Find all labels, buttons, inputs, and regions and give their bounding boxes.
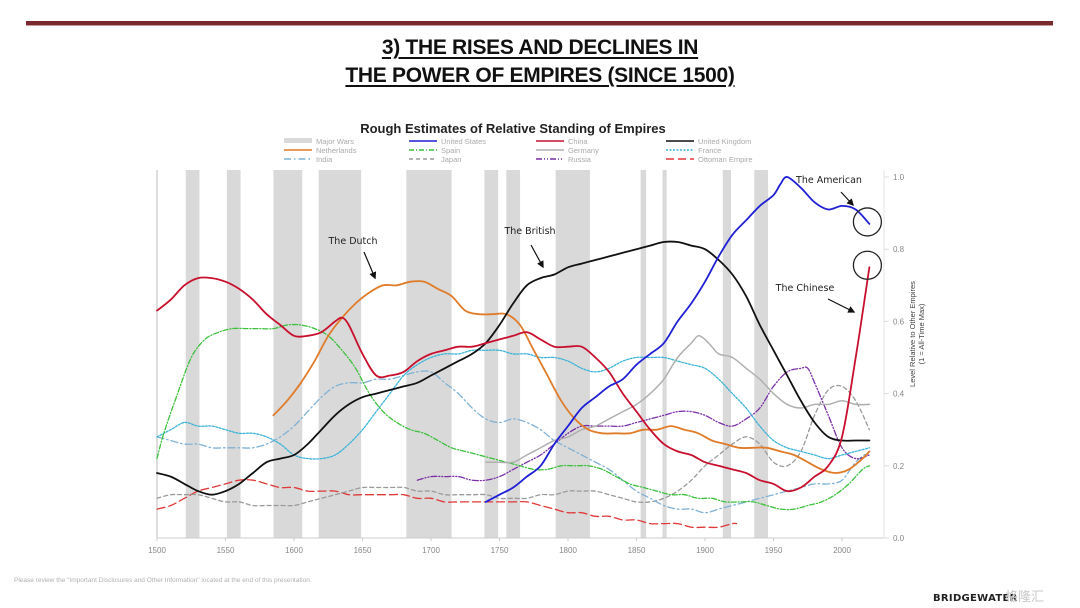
legend: Major Wars United States China United Kingd… (284, 137, 753, 164)
y-tick-label: 0.6 (893, 317, 905, 326)
series-line-japan (156, 384, 871, 507)
y-tick-label: 0.0 (893, 534, 905, 543)
annotation-the-american: The American (795, 175, 862, 186)
legend-label-india: India (316, 155, 333, 164)
war-band (273, 170, 303, 538)
war-band (226, 170, 241, 538)
legend-label-netherlands: Netherlands (316, 146, 357, 155)
annotation-circle-the-american (852, 207, 883, 237)
x-tick-label: 1550 (217, 546, 235, 555)
series-line-china (156, 266, 871, 493)
legend-label-united-states: United States (441, 137, 486, 146)
legend-label-russia: Russia (568, 155, 592, 164)
top-rule (26, 21, 1053, 25)
y-axis-label-line: (1 = All-Time Max) (917, 303, 926, 364)
series-line-spain (156, 323, 871, 511)
y-axis-label-line: Level Relative to Other Empires (908, 281, 917, 387)
war-band (662, 170, 667, 538)
x-tick-label: 1950 (765, 546, 783, 555)
series-lines (156, 176, 871, 529)
legend-label-ottoman-empire: Ottoman Empire (698, 155, 753, 164)
slide-title-line-1: 3) THE RISES AND DECLINES IN (381, 36, 699, 59)
legend-label-united-kingdom: United Kingdom (698, 137, 751, 146)
x-tick-label: 1650 (354, 546, 372, 555)
annotation-arrow-the-dutch (363, 251, 377, 280)
disclosure-note: Please review the "Important Disclosures… (14, 577, 312, 584)
x-tick-label: 1800 (559, 546, 577, 555)
war-band (754, 170, 769, 538)
y-tick-label: 0.8 (893, 245, 905, 254)
legend-label-germany: Germany (568, 146, 599, 155)
slide-title-line-2: THE POWER OF EMPIRES (SINCE 1500) (345, 64, 735, 87)
series-line-netherlands (272, 280, 871, 474)
y-tick-label: 0.4 (893, 390, 905, 399)
watermark: 格隆汇 (1005, 590, 1045, 605)
legend-label-france: France (698, 146, 721, 155)
bridgewater-logo: BRIDGEWATER (933, 593, 1018, 604)
series-line-russia (416, 366, 871, 482)
annotation-arrow-the-british (530, 244, 544, 269)
war-band (640, 170, 647, 538)
y-tick-label: 1.0 (893, 173, 905, 182)
series-line-india (156, 370, 871, 514)
legend-label-major-wars: Major Wars (316, 137, 354, 146)
annotation-circle-the-chinese (852, 250, 883, 280)
x-tick-label: 1900 (696, 546, 714, 555)
y-axis-label: Level Relative to Other Empires(1 = All-… (908, 281, 926, 387)
war-band (318, 170, 362, 538)
x-tick-label: 1750 (491, 546, 509, 555)
chart-title: Rough Estimates of Relative Standing of … (360, 121, 666, 136)
x-tick-label: 1600 (285, 546, 303, 555)
x-tick-label: 1700 (422, 546, 440, 555)
annotation-the-british: The British (503, 226, 555, 237)
legend-label-china: China (568, 137, 588, 146)
legend-swatch-major-wars (284, 138, 312, 143)
series-line-france (156, 349, 871, 460)
annotation-arrow-the-chinese (827, 298, 856, 313)
x-tick-label: 1850 (628, 546, 646, 555)
y-tick-label: 0.2 (893, 462, 905, 471)
annotation-the-chinese: The Chinese (775, 283, 835, 294)
annotation-the-dutch: The Dutch (328, 236, 378, 247)
series-line-united-states (484, 176, 871, 503)
annotations: The Dutch The British The American The Chin… (328, 175, 883, 313)
axes: 1500 1550 1600 1650 1700 1750 1800 1850 1900 1950… (148, 170, 905, 555)
legend-label-japan: Japan (441, 155, 461, 164)
legend-label-spain: Spain (441, 146, 460, 155)
war-band (722, 170, 732, 538)
series-line-ottoman-empire (156, 479, 738, 529)
annotation-arrow-the-american (840, 191, 854, 207)
war-band (484, 170, 499, 538)
series-line-united-kingdom (156, 240, 871, 496)
x-tick-label: 2000 (833, 546, 851, 555)
series-line-germany (485, 334, 871, 464)
war-band (555, 170, 590, 538)
x-tick-label: 1500 (148, 546, 166, 555)
